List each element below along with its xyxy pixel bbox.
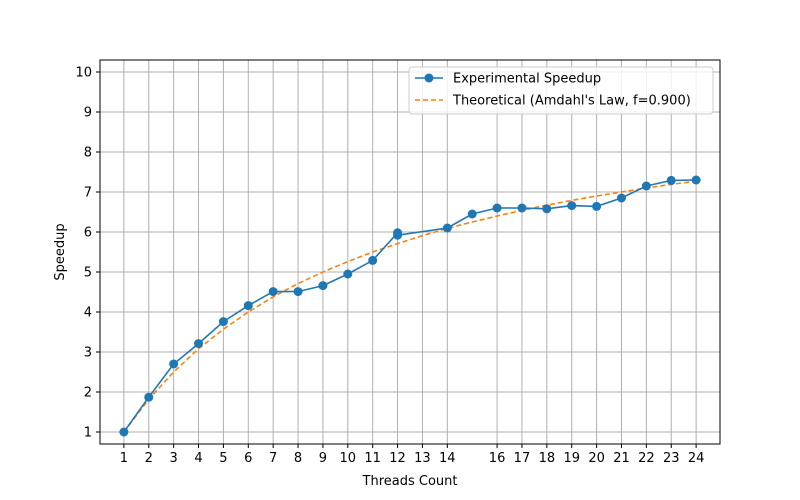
experimental-point bbox=[567, 201, 577, 211]
experimental-point bbox=[293, 287, 303, 297]
x-tick-label: 18 bbox=[539, 451, 556, 466]
x-tick-label: 24 bbox=[688, 451, 705, 466]
x-tick-label: 12 bbox=[389, 451, 406, 466]
x-tick-label: 4 bbox=[194, 451, 202, 466]
x-tick-label: 5 bbox=[219, 451, 227, 466]
y-tick-label: 2 bbox=[84, 386, 92, 401]
experimental-point bbox=[343, 269, 353, 279]
x-tick-label: 3 bbox=[170, 451, 178, 466]
series-layer bbox=[119, 175, 701, 437]
x-tick-label: 21 bbox=[613, 451, 630, 466]
legend-label-experimental: Experimental Speedup bbox=[453, 72, 601, 87]
experimental-point bbox=[616, 193, 626, 203]
experimental-point bbox=[119, 427, 129, 437]
y-axis: 1 2 3 4 5 6 7 8 9 10 bbox=[75, 66, 100, 441]
y-tick-label: 9 bbox=[84, 106, 92, 121]
experimental-point bbox=[592, 201, 602, 211]
y-tick-label: 6 bbox=[84, 226, 92, 241]
legend-box bbox=[408, 66, 714, 115]
experimental-point bbox=[442, 223, 452, 233]
y-tick-label: 5 bbox=[84, 266, 92, 281]
x-tick-label: 11 bbox=[364, 451, 381, 466]
experimental-point bbox=[318, 281, 328, 291]
experimental-point bbox=[542, 204, 552, 214]
y-tick-label: 8 bbox=[84, 146, 92, 161]
experimental-point bbox=[517, 203, 527, 213]
grid bbox=[100, 60, 720, 444]
x-tick-label: 1 bbox=[120, 451, 128, 466]
x-tick-label: 10 bbox=[340, 451, 357, 466]
y-tick-label: 7 bbox=[84, 186, 92, 201]
x-tick-label: 13 bbox=[414, 451, 431, 466]
x-tick-label: 2 bbox=[145, 451, 153, 466]
experimental-point bbox=[169, 359, 179, 369]
experimental-point bbox=[218, 317, 228, 327]
experimental-point bbox=[144, 392, 154, 402]
experimental-line bbox=[123, 179, 697, 433]
x-axis-label: Threads Count bbox=[362, 474, 458, 489]
x-tick-label: 20 bbox=[588, 451, 605, 466]
experimental-point bbox=[492, 203, 502, 213]
legend-marker-experimental bbox=[424, 73, 434, 83]
legend: Experimental Speedup Theoretical (Amdahl… bbox=[408, 66, 714, 115]
y-tick-label: 1 bbox=[84, 426, 92, 441]
y-tick-label: 3 bbox=[84, 346, 92, 361]
legend-label-theoretical: Theoretical (Amdahl's Law, f=0.900) bbox=[452, 94, 691, 109]
x-tick-label: 6 bbox=[244, 451, 252, 466]
x-axis: 1 2 3 4 5 6 7 8 9 10 11 12 13 14 16 17 18 19 20 21 22 23 24 bbox=[120, 444, 705, 466]
x-tick-label: 19 bbox=[563, 451, 580, 466]
y-axis-label: Speedup bbox=[53, 223, 68, 280]
experimental-point bbox=[641, 181, 651, 191]
experimental-point bbox=[393, 230, 403, 240]
y-tick-label: 4 bbox=[84, 306, 92, 321]
plot-frame bbox=[99, 59, 721, 445]
experimental-point bbox=[691, 175, 701, 185]
experimental-point bbox=[243, 301, 253, 311]
experimental-point bbox=[194, 339, 204, 349]
experimental-point bbox=[467, 209, 477, 219]
experimental-point bbox=[268, 287, 278, 297]
x-tick-label: 17 bbox=[514, 451, 531, 466]
x-tick-label: 23 bbox=[663, 451, 680, 466]
x-tick-label: 8 bbox=[294, 451, 302, 466]
x-tick-label: 22 bbox=[638, 451, 655, 466]
experimental-point bbox=[368, 255, 378, 265]
experimental-point bbox=[666, 175, 676, 185]
x-tick-label: 7 bbox=[269, 451, 277, 466]
y-tick-label: 10 bbox=[75, 66, 92, 81]
x-tick-label: 14 bbox=[439, 451, 456, 466]
x-tick-label: 9 bbox=[319, 451, 327, 466]
x-tick-label: 16 bbox=[489, 451, 506, 466]
theoretical-line bbox=[123, 180, 697, 433]
